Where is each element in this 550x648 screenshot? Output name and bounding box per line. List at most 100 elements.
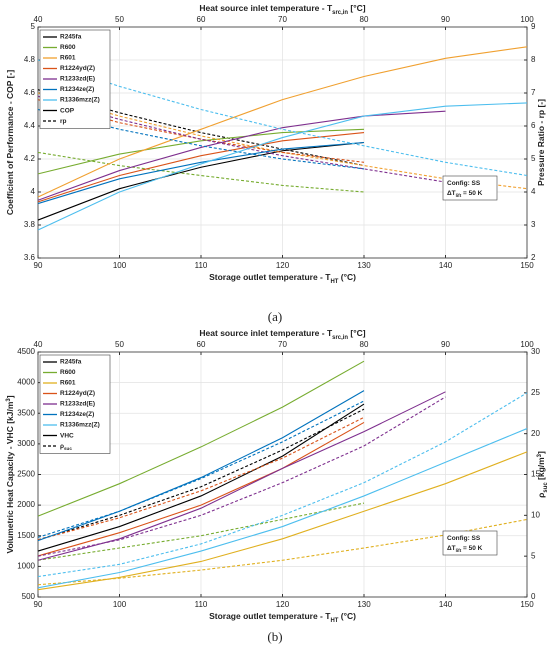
y-axis-label-part: ] xyxy=(5,395,15,398)
y-tick-label: 4.8 xyxy=(24,55,36,64)
y-tick-label: 3.8 xyxy=(24,220,36,229)
y2-line xyxy=(37,416,365,541)
line xyxy=(37,451,528,591)
annotation: Config: SS xyxy=(447,180,481,187)
line xyxy=(37,421,365,557)
legend-label: R1336mzz(Z) xyxy=(60,422,100,429)
plot-frame xyxy=(37,26,528,259)
legend-label: R1224yd(Z) xyxy=(60,390,95,397)
legend-label-part: rp xyxy=(60,118,67,125)
x-axis-label-part: Storage outlet temperature - T xyxy=(209,272,331,282)
x-tick-label: 150 xyxy=(520,261,534,270)
line xyxy=(37,132,365,203)
annotation: Config: SS xyxy=(447,535,481,542)
annotation-part: Config: SS xyxy=(447,535,481,542)
y2-line xyxy=(37,502,365,561)
legend-label-part: suc xyxy=(64,446,72,451)
line xyxy=(37,391,446,561)
annotation-box xyxy=(442,530,498,556)
y-tick-label: 3000 xyxy=(17,439,35,448)
x2-tick-label: 60 xyxy=(197,15,206,24)
line xyxy=(37,141,365,221)
legend-label: R245fa xyxy=(60,359,82,366)
legend-label: R245fa xyxy=(60,34,82,41)
x-axis-label: Storage outlet temperature - THT (°C) xyxy=(209,272,356,284)
y2-tick-label: 30 xyxy=(531,347,540,356)
x2-tick-label: 90 xyxy=(441,15,450,24)
line xyxy=(37,128,365,175)
x2-tick-label: 60 xyxy=(197,340,206,349)
line xyxy=(37,46,528,198)
annotation-box xyxy=(442,175,498,201)
line xyxy=(37,403,365,552)
x-tick-label: 140 xyxy=(439,600,453,609)
x2-axis-label: Heat source inlet temperature - Tsrc,in … xyxy=(199,328,365,340)
y2-axis-label-part: Pressure Ratio - rp [-] xyxy=(536,99,546,186)
line xyxy=(37,141,365,205)
x-tick-label: 110 xyxy=(195,600,208,609)
y-tick-label: 1500 xyxy=(17,531,35,540)
line xyxy=(37,428,528,589)
y-tick-label: 3500 xyxy=(17,408,35,417)
y-tick-label: 2000 xyxy=(17,500,35,509)
x-tick-label: 90 xyxy=(34,600,43,609)
y-tick-label: 2500 xyxy=(17,470,35,479)
annotation-part: ΔT xyxy=(447,545,456,552)
y2-tick-label: 10 xyxy=(531,510,540,519)
x2-axis-label-part: [°C] xyxy=(348,328,366,338)
legend-label: R1233zd(E) xyxy=(60,401,95,408)
x2-tick-label: 80 xyxy=(360,15,369,24)
caption: (a) xyxy=(268,309,282,324)
y2-tick-label: 9 xyxy=(531,22,536,31)
legend-label-part: ρ xyxy=(60,443,64,450)
y2-tick-label: 3 xyxy=(531,220,536,229)
y2-axis-label-part: 3 xyxy=(537,453,543,457)
y2-axis-label-part: ] xyxy=(536,451,546,454)
x-tick-label: 90 xyxy=(34,261,43,270)
y-tick-label: 4 xyxy=(31,187,36,196)
x2-axis-label-part: src,in xyxy=(332,335,348,341)
x2-axis-label-part: Heat source inlet temperature - T xyxy=(199,3,333,13)
legend-label: R600 xyxy=(60,44,76,51)
y-axis-label-part: Coefficient of Performance - COP [-] xyxy=(5,70,15,215)
y2-axis-label-part: [kg/m xyxy=(536,457,546,482)
y2-axis-label-part: ρ xyxy=(536,493,546,498)
legend-label: VHC xyxy=(60,432,74,439)
legend-label: R1233zd(E) xyxy=(60,76,95,83)
x-axis-label: Storage outlet temperature - THT (°C) xyxy=(209,611,356,623)
y-tick-label: 4500 xyxy=(17,347,35,356)
y-axis-label: Coefficient of Performance - COP [-] xyxy=(5,70,15,215)
x2-axis-label-part: [°C] xyxy=(348,3,366,13)
x2-tick-label: 70 xyxy=(278,15,287,24)
y2-tick-label: 7 xyxy=(531,88,536,97)
y2-line xyxy=(37,396,446,557)
line xyxy=(37,360,365,517)
legend-label-part: VHC xyxy=(60,432,74,439)
plot-frame xyxy=(37,351,528,598)
legend-label: R1234ze(Z) xyxy=(60,86,94,93)
legend-label: R600 xyxy=(60,369,76,376)
x-tick-label: 110 xyxy=(195,261,208,270)
annotation-part: lift xyxy=(456,548,462,553)
y2-axis-label-part: suc xyxy=(543,482,549,493)
x2-axis-label-part: Heat source inlet temperature - T xyxy=(199,328,333,338)
y2-tick-label: 4 xyxy=(531,187,536,196)
y2-tick-label: 8 xyxy=(531,55,536,64)
legend-label: R1234ze(Z) xyxy=(60,411,94,418)
annotation-part: ΔT xyxy=(447,190,456,197)
y2-axis-label: Pressure Ratio - rp [-] xyxy=(536,99,546,186)
y2-line xyxy=(37,400,365,538)
x-tick-label: 130 xyxy=(357,600,371,609)
x2-axis-label-part: src,in xyxy=(332,10,348,16)
x-tick-label: 130 xyxy=(357,261,371,270)
y-tick-label: 4000 xyxy=(17,378,35,387)
y-tick-label: 5 xyxy=(31,22,36,31)
y2-tick-label: 5 xyxy=(531,551,536,560)
x2-tick-label: 90 xyxy=(441,340,450,349)
legend-label: rp xyxy=(60,118,67,125)
x-axis-label-part: HT xyxy=(330,618,338,624)
x2-tick-label: 70 xyxy=(278,340,287,349)
annotation-part: Config: SS xyxy=(447,180,481,187)
legend-label: R1336mzz(Z) xyxy=(60,97,100,104)
legend-label-part: COP xyxy=(60,107,75,114)
